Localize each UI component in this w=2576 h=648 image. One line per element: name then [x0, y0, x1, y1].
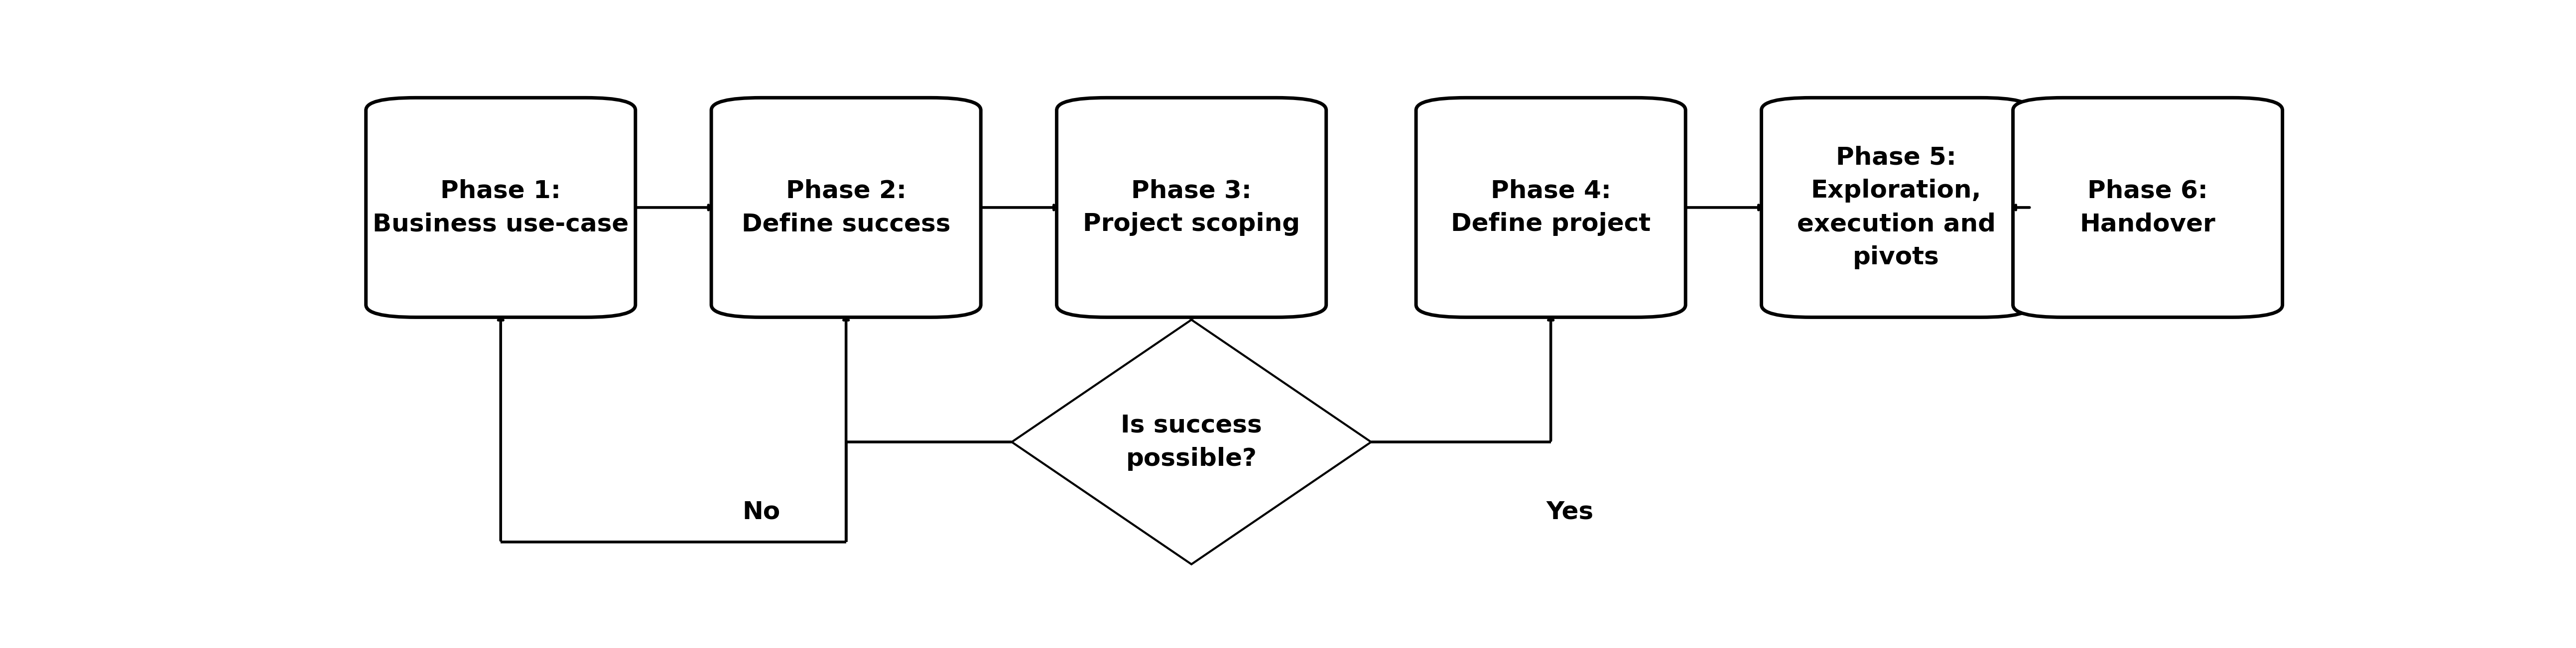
FancyBboxPatch shape — [1417, 98, 1685, 318]
Text: Phase 3:
Project scoping: Phase 3: Project scoping — [1082, 179, 1301, 236]
Polygon shape — [1146, 287, 1236, 319]
Text: Phase 2:
Define success: Phase 2: Define success — [742, 179, 951, 236]
FancyBboxPatch shape — [1056, 98, 1327, 318]
Polygon shape — [1012, 319, 1370, 564]
Text: Yes: Yes — [1546, 500, 1595, 524]
Text: Phase 6:
Handover: Phase 6: Handover — [2079, 179, 2215, 236]
FancyBboxPatch shape — [711, 98, 981, 318]
Text: Phase 4:
Define project: Phase 4: Define project — [1450, 179, 1651, 236]
FancyBboxPatch shape — [2012, 98, 2282, 318]
Text: Phase 5:
Exploration,
execution and
pivots: Phase 5: Exploration, execution and pivo… — [1798, 146, 1996, 270]
Text: Phase 1:
Business use-case: Phase 1: Business use-case — [374, 179, 629, 236]
Text: Is success
possible?: Is success possible? — [1121, 413, 1262, 470]
FancyBboxPatch shape — [1762, 98, 2030, 318]
Text: No: No — [742, 500, 781, 524]
FancyBboxPatch shape — [366, 98, 636, 318]
